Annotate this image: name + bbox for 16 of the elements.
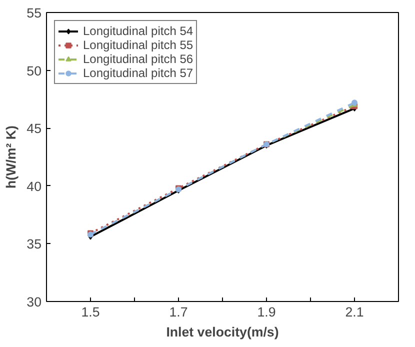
y-tick-label: 45 bbox=[26, 121, 42, 136]
y-tick-label: 50 bbox=[26, 63, 42, 78]
y-axis-title: h(W/m² K) bbox=[4, 126, 19, 188]
y-tick-label: 40 bbox=[26, 178, 42, 194]
y-tick-label: 55 bbox=[26, 6, 42, 20]
legend-label: Longitudinal pitch 56 bbox=[83, 52, 194, 66]
x-tick-label: 1.7 bbox=[169, 304, 188, 320]
legend-label: Longitudinal pitch 54 bbox=[83, 24, 194, 38]
y-tick-label: 35 bbox=[26, 236, 42, 252]
y-tick-label: 30 bbox=[26, 294, 42, 310]
x-tick-label: 2.1 bbox=[345, 304, 364, 320]
x-tick-label: 1.9 bbox=[257, 304, 276, 320]
x-axis-title: Inlet velocity(m/s) bbox=[166, 324, 279, 340]
legend-label: Longitudinal pitch 57 bbox=[83, 66, 194, 80]
x-tick-label: 1.5 bbox=[81, 304, 100, 320]
legend-label: Longitudinal pitch 55 bbox=[83, 38, 194, 52]
